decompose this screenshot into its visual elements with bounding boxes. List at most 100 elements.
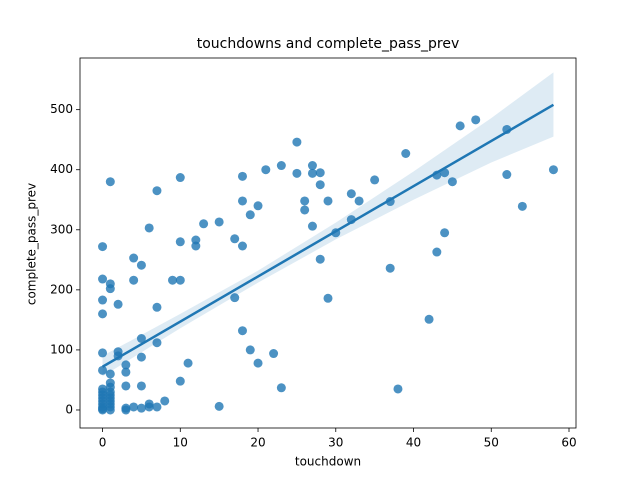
data-point	[237, 241, 247, 251]
data-point	[253, 358, 263, 368]
y-tick-label: 300	[50, 222, 73, 236]
data-point	[214, 401, 224, 411]
data-point	[98, 309, 108, 319]
data-point	[168, 275, 178, 285]
data-point	[105, 284, 115, 294]
data-point	[191, 241, 201, 251]
data-point	[440, 228, 450, 238]
data-point	[136, 334, 146, 344]
data-point	[237, 196, 247, 206]
data-point	[424, 314, 434, 324]
x-axis-label: touchdown	[295, 455, 361, 469]
data-point	[323, 196, 333, 206]
x-tick-label: 60	[561, 436, 576, 450]
data-point	[129, 402, 139, 412]
data-point	[245, 345, 255, 355]
data-point	[261, 165, 271, 175]
y-axis-label: complete_pass_prev	[25, 183, 39, 305]
x-tick-label: 50	[484, 436, 499, 450]
data-point	[136, 381, 146, 391]
data-point	[230, 293, 240, 303]
data-point	[269, 349, 279, 359]
data-point	[214, 217, 224, 227]
data-point	[136, 260, 146, 270]
data-point	[105, 177, 115, 187]
data-point	[307, 161, 317, 171]
data-point	[121, 405, 131, 415]
data-point	[152, 338, 162, 348]
data-point	[517, 201, 527, 211]
data-point	[175, 275, 185, 285]
x-tick-label: 20	[250, 436, 265, 450]
data-point	[121, 381, 131, 391]
data-point	[129, 275, 139, 285]
data-point	[183, 358, 193, 368]
confidence-band	[102, 72, 554, 377]
x-tick-label: 30	[328, 436, 343, 450]
data-point	[548, 165, 558, 175]
plot-frame	[79, 57, 577, 429]
data-point	[315, 168, 325, 178]
data-point	[292, 168, 302, 178]
data-point	[253, 201, 263, 211]
data-point	[98, 365, 108, 375]
x-tick-label: 40	[406, 436, 421, 450]
data-point	[175, 173, 185, 183]
data-point	[354, 196, 364, 206]
data-point	[175, 237, 185, 247]
data-point	[121, 367, 131, 377]
data-point	[144, 402, 154, 412]
data-point	[98, 405, 108, 415]
data-point	[471, 115, 481, 125]
y-tick-label: 500	[50, 102, 73, 116]
y-tick-label: 200	[50, 282, 73, 296]
data-point	[447, 177, 457, 187]
data-point	[315, 254, 325, 264]
data-point	[432, 247, 442, 257]
data-point	[323, 293, 333, 303]
data-point	[121, 360, 131, 370]
data-point	[144, 223, 154, 233]
data-point	[307, 168, 317, 178]
y-tick-label: 0	[65, 402, 73, 416]
data-point	[307, 221, 317, 231]
data-point	[152, 402, 162, 412]
data-point	[105, 405, 115, 415]
data-point	[276, 161, 286, 171]
data-point	[98, 295, 108, 305]
data-point	[175, 376, 185, 386]
data-point	[237, 171, 247, 181]
data-point	[385, 263, 395, 273]
data-point	[315, 180, 325, 190]
data-point	[502, 170, 512, 180]
y-tick-label: 100	[50, 342, 73, 356]
data-point	[136, 403, 146, 413]
y-tick-label: 400	[50, 162, 73, 176]
x-tick-label: 0	[99, 436, 107, 450]
data-point	[300, 196, 310, 206]
data-point	[230, 234, 240, 244]
data-point	[237, 326, 247, 336]
data-point	[152, 186, 162, 196]
data-point	[346, 189, 356, 199]
data-point	[129, 253, 139, 263]
data-point	[401, 149, 411, 159]
data-point	[455, 121, 465, 131]
data-point	[105, 369, 115, 379]
data-point	[300, 205, 310, 215]
data-point	[245, 210, 255, 220]
data-point	[113, 299, 123, 309]
data-point	[276, 383, 286, 393]
x-tick-label: 10	[173, 436, 188, 450]
data-point	[152, 302, 162, 312]
data-point	[393, 384, 403, 394]
data-point	[292, 137, 302, 147]
regression-line	[101, 103, 555, 368]
data-point	[370, 175, 380, 185]
chart-title: touchdowns and complete_pass_prev	[197, 36, 460, 52]
data-point	[98, 348, 108, 358]
data-point	[199, 219, 209, 229]
data-point	[98, 274, 108, 284]
data-point	[98, 242, 108, 252]
